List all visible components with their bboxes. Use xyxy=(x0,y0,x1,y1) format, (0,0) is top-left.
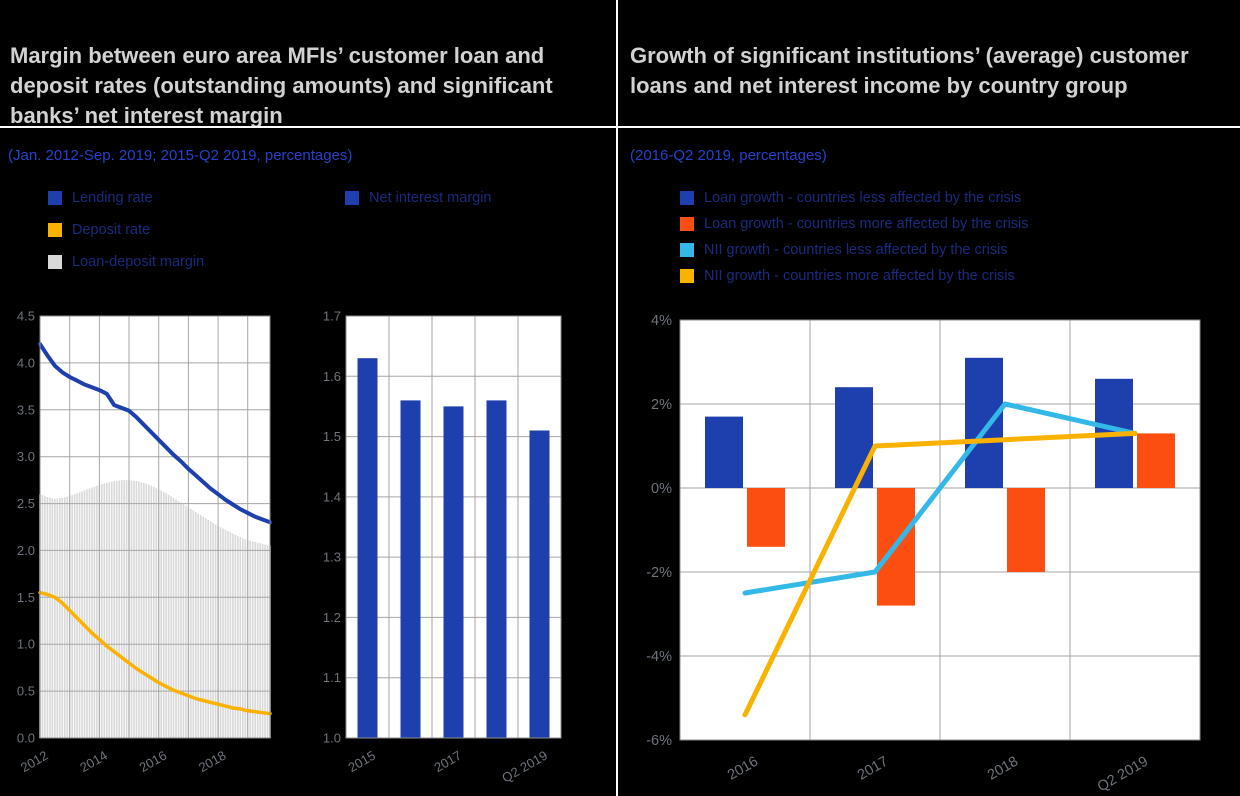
legend-item-nii-growth-countries-less-affected-by-the-crisis: NII growth - countries less affected by … xyxy=(680,240,1029,259)
legend-item-deposit-rate: Deposit rate xyxy=(48,220,204,239)
svg-text:Q2 2019: Q2 2019 xyxy=(1095,754,1151,796)
right-panel: Growth of significant institutions’ (ave… xyxy=(618,0,1240,796)
y-axis-labels: 1.7 1.6 1.5 1.4 1.3 1.2 1.1 1.0 xyxy=(323,309,341,746)
svg-text:2018: 2018 xyxy=(985,754,1021,784)
legend-item-loan-growth-countries-more-affected-by-the-crisis: Loan growth - countries more affected by… xyxy=(680,214,1029,233)
net-interest-margin-swatch xyxy=(345,190,359,205)
svg-text:2012: 2012 xyxy=(18,748,51,775)
loan-growth-countries-more-affected-by-the-crisis-label: Loan growth - countries more affected by… xyxy=(704,215,1029,232)
left-panel: Margin between euro area MFIs’ customer … xyxy=(0,0,616,796)
legend-item-loan-growth-countries-less-affected-by-the-crisis: Loan growth - countries less affected by… xyxy=(680,188,1029,207)
left-legend-primary: Lending rate Deposit rate Loan-deposit mar… xyxy=(48,188,204,284)
svg-text:1.7: 1.7 xyxy=(323,309,341,324)
bar-2017 xyxy=(443,406,464,738)
legend-item-nii-growth-countries-more-affected-by-the-crisis: NII growth - countries more affected by … xyxy=(680,266,1029,285)
right-panel-title: Growth of significant institutions’ (ave… xyxy=(630,42,1189,98)
svg-text:2%: 2% xyxy=(651,397,672,413)
right-title-rule xyxy=(618,126,1240,128)
svg-text:4%: 4% xyxy=(651,313,672,329)
nii-growth-countries-more-affected-by-the-crisis-swatch xyxy=(680,268,694,283)
left-panel-title: Margin between euro area MFIs’ customer … xyxy=(10,42,553,128)
loan-growth-countries-less-affected-by-the-crisis-label: Loan growth - countries less affected by… xyxy=(704,189,1022,206)
bar-2018 xyxy=(486,400,507,738)
svg-text:2018: 2018 xyxy=(196,748,229,775)
loan-growth-countries-more-affected-by-the-crisis-bars xyxy=(747,433,1175,606)
legend-item-loan-deposit-margin: Loan-deposit margin xyxy=(48,252,204,271)
svg-text:1.1: 1.1 xyxy=(323,670,341,685)
bar-2015 xyxy=(357,358,378,738)
nii-growth-countries-less-affected-by-the-crisis-label: NII growth - countries less affected by … xyxy=(704,241,1008,258)
svg-text:2.5: 2.5 xyxy=(17,496,35,511)
svg-text:3.0: 3.0 xyxy=(17,449,35,464)
right-panel-subtitle: (2016-Q2 2019, percentages) xyxy=(630,147,827,164)
svg-text:0.0: 0.0 xyxy=(17,731,35,746)
svg-text:0.5: 0.5 xyxy=(17,684,35,699)
loan-deposit-margin-label: Loan-deposit margin xyxy=(72,253,205,270)
panel-divider xyxy=(616,0,618,796)
svg-text:-2%: -2% xyxy=(646,565,672,581)
net-interest-margin-chart: 1.7 1.6 1.5 1.4 1.3 1.2 1.1 1.0 2015 2017 Q2 2019 xyxy=(323,309,562,786)
loan-growth-countries-more-affected-by-the-crisis-swatch xyxy=(680,216,694,231)
lending-rate-line xyxy=(38,342,272,525)
svg-text:2016: 2016 xyxy=(725,754,761,784)
svg-text:2015: 2015 xyxy=(345,748,378,775)
lending-rate-label: Lending rate xyxy=(72,189,153,206)
svg-text:4.0: 4.0 xyxy=(17,355,35,370)
svg-text:1.4: 1.4 xyxy=(323,489,341,504)
legend-item-lending-rate: Lending rate xyxy=(48,188,204,207)
left-legend-secondary: Net interest margin xyxy=(345,188,492,220)
svg-text:-6%: -6% xyxy=(646,733,672,749)
bar-q2-2019 xyxy=(529,430,550,738)
bar-2016 xyxy=(400,400,421,738)
lending-rate-swatch xyxy=(48,190,62,205)
nii-growth-countries-less-affected-by-the-crisis-swatch xyxy=(680,242,694,257)
plot-border xyxy=(345,315,562,739)
nii-growth-countries-more-affected-by-the-crisis-line xyxy=(742,430,1138,718)
legend-item-net-interest-margin: Net interest margin xyxy=(345,188,492,207)
svg-text:2016: 2016 xyxy=(137,748,170,775)
svg-text:1.5: 1.5 xyxy=(17,590,35,605)
svg-text:-4%: -4% xyxy=(646,649,672,665)
y-axis-labels: 4.5 4.0 3.5 3.0 2.5 2.0 1.5 1.0 0.5 0.0 xyxy=(17,309,35,746)
svg-text:Q2 2019: Q2 2019 xyxy=(499,748,550,786)
svg-text:1.6: 1.6 xyxy=(323,369,341,384)
y-axis-labels: 4% 2% 0% -2% -4% -6% xyxy=(646,313,672,749)
nii-growth-countries-more-affected-by-the-crisis-label: NII growth - countries more affected by … xyxy=(704,267,1015,284)
svg-text:2017: 2017 xyxy=(855,754,891,784)
growth-by-country-group-chart: 4% 2% 0% -2% -4% -6% 2016 2017 2018 Q2 2019 xyxy=(646,313,1201,796)
gridlines xyxy=(40,316,270,738)
svg-text:3.5: 3.5 xyxy=(17,402,35,417)
plot-border xyxy=(39,315,271,739)
right-legend: Loan growth - countries less affected by… xyxy=(680,188,1029,292)
svg-text:1.0: 1.0 xyxy=(17,637,35,652)
svg-text:2014: 2014 xyxy=(77,748,110,775)
deposit-rate-label: Deposit rate xyxy=(72,221,151,238)
x-axis-labels: 2015 2017 Q2 2019 xyxy=(345,748,550,786)
plot-border xyxy=(679,319,1201,741)
net-interest-margin-label: Net interest margin xyxy=(369,189,492,206)
deposit-rate-swatch xyxy=(48,222,62,237)
svg-text:2.0: 2.0 xyxy=(17,543,35,558)
svg-text:1.3: 1.3 xyxy=(323,550,341,565)
svg-text:1.5: 1.5 xyxy=(323,429,341,444)
plot-area xyxy=(40,316,270,738)
x-axis-labels: 2016 2017 2018 Q2 2019 xyxy=(725,754,1151,796)
svg-text:4.5: 4.5 xyxy=(17,309,35,324)
svg-text:1.0: 1.0 xyxy=(323,731,341,746)
left-title-rule xyxy=(0,126,616,128)
left-panel-subtitle: (Jan. 2012-Sep. 2019; 2015-Q2 2019, perc… xyxy=(8,147,353,164)
svg-text:0%: 0% xyxy=(651,481,672,497)
net-interest-margin-bars xyxy=(357,358,550,738)
x-axis-labels: 2012 2014 2016 2018 xyxy=(18,748,229,775)
svg-text:2017: 2017 xyxy=(431,748,464,775)
loan-growth-countries-less-affected-by-the-crisis-swatch xyxy=(680,190,694,205)
deposit-rate-line xyxy=(38,590,272,716)
loan-deposit-margin-swatch xyxy=(48,254,62,269)
svg-text:1.2: 1.2 xyxy=(323,610,341,625)
